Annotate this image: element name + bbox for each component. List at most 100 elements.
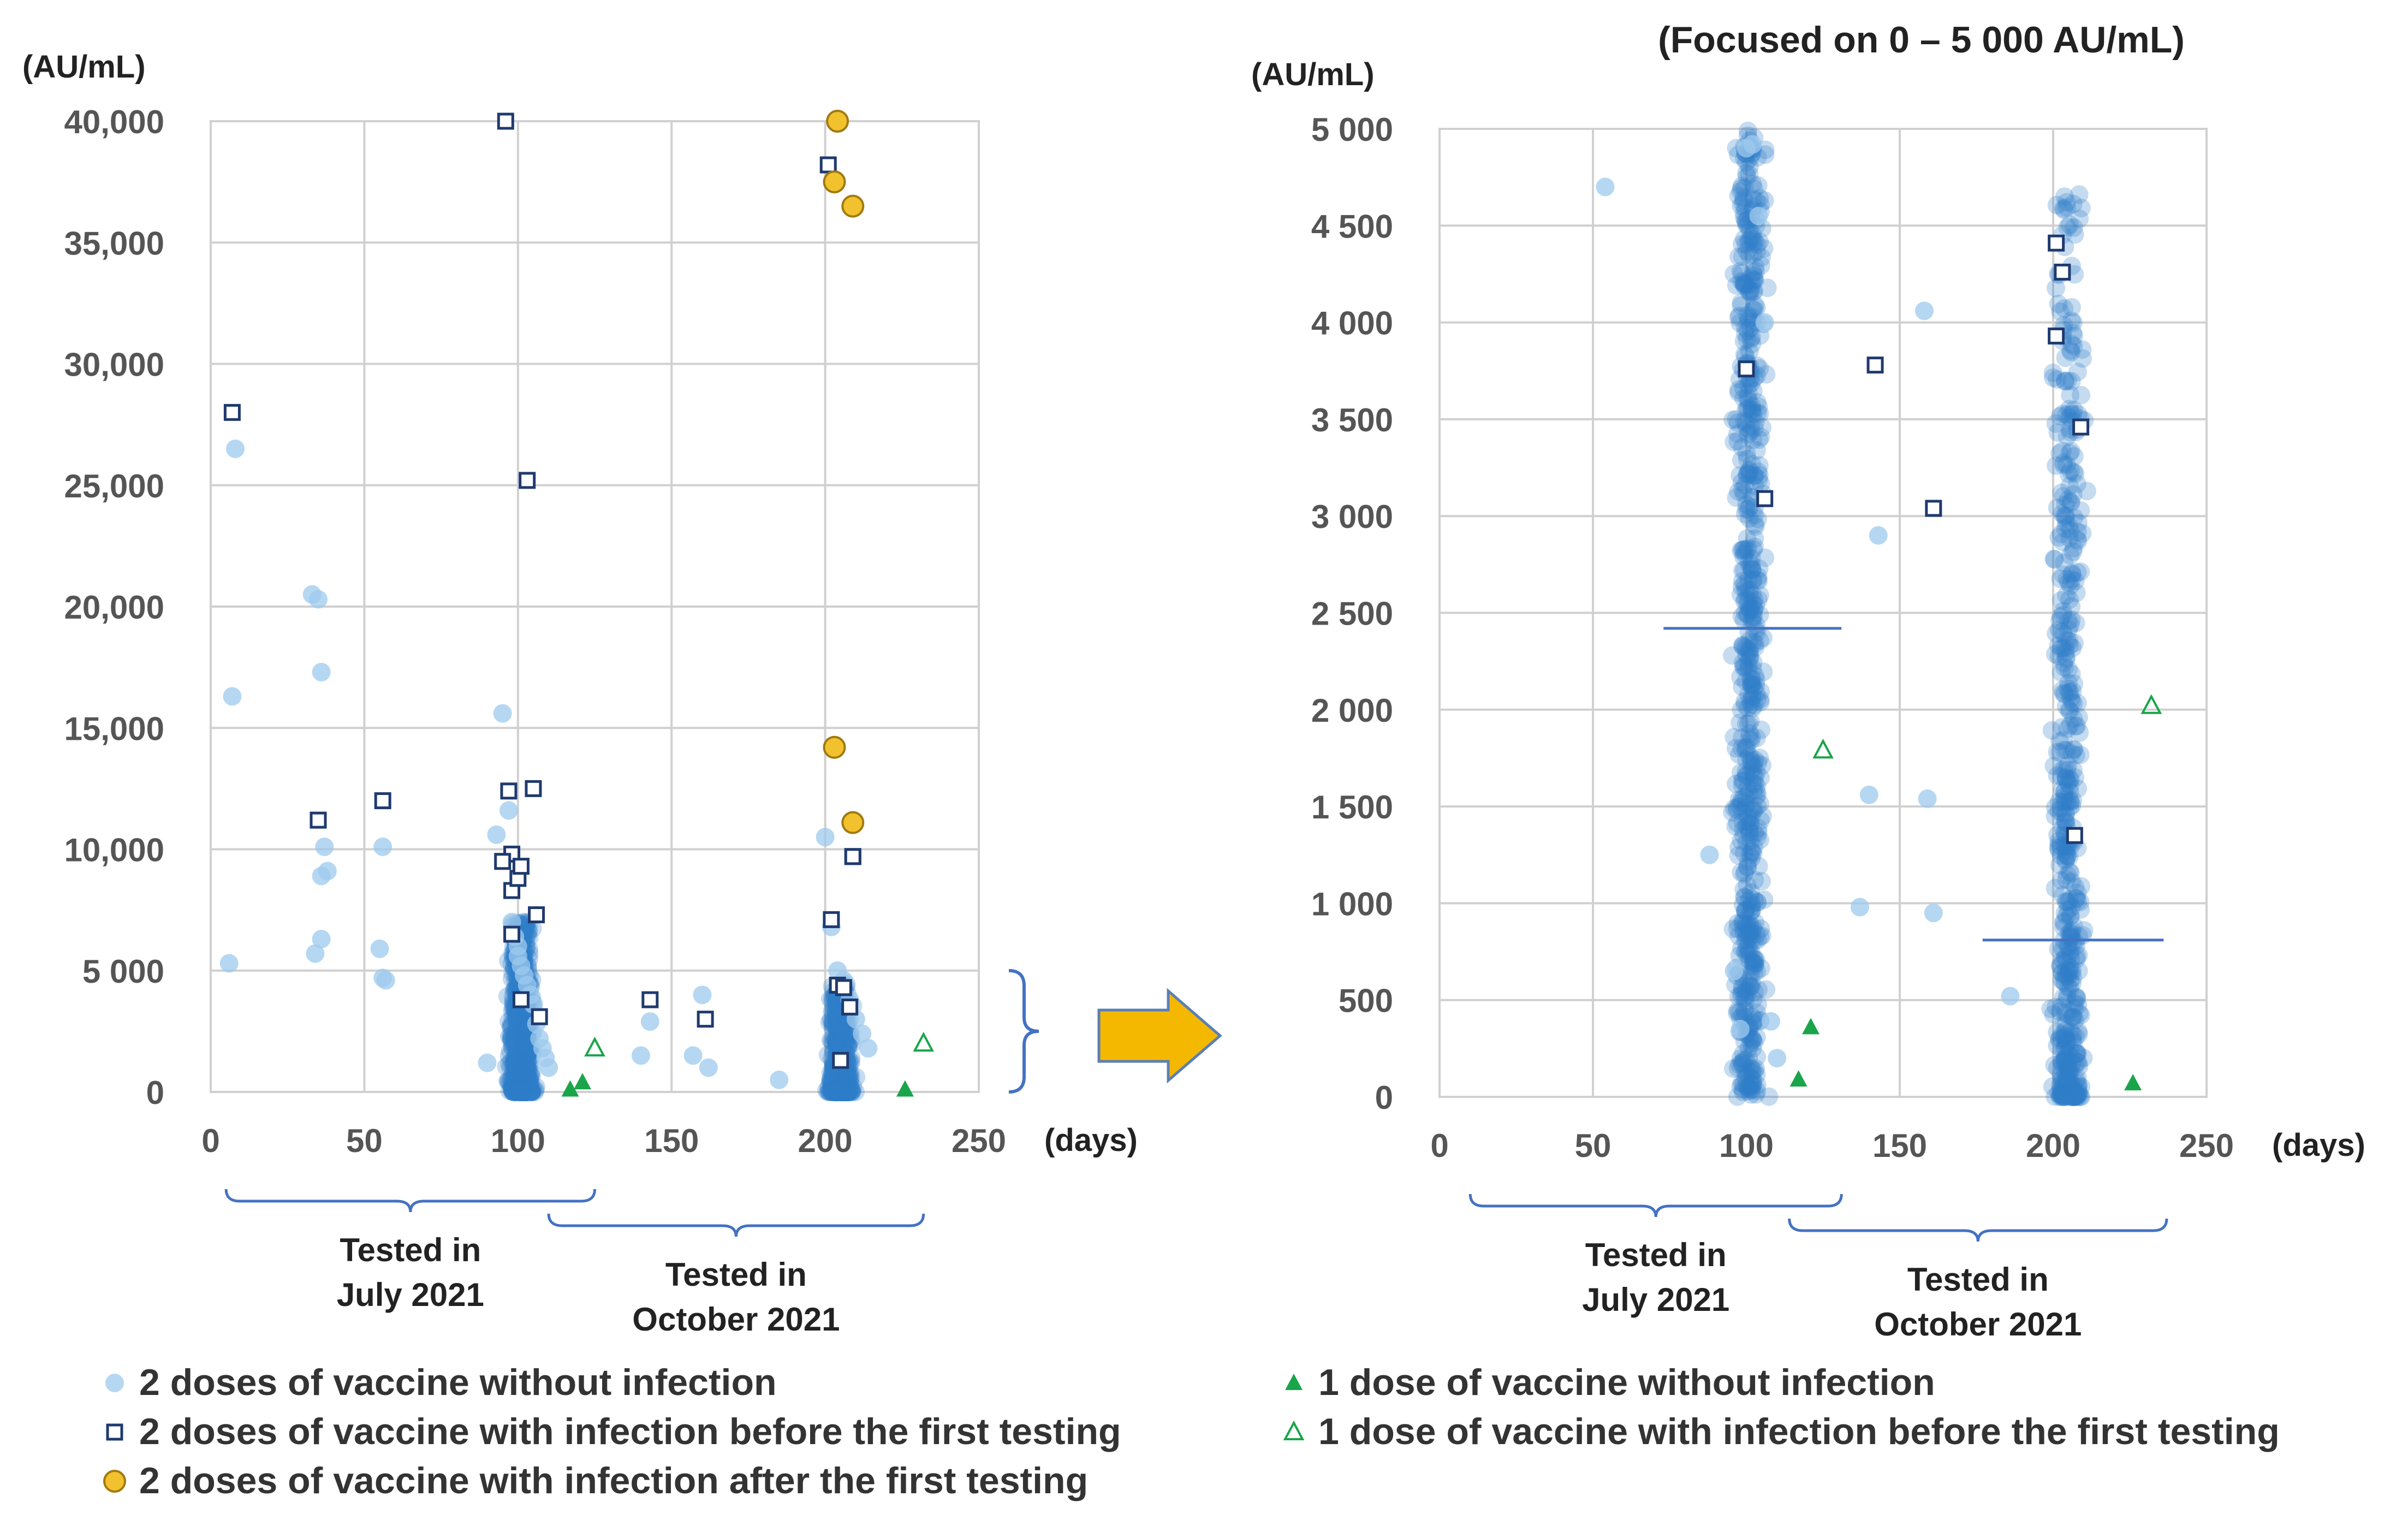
data-point [826,1031,845,1050]
data-point [1743,675,1762,694]
data-point [506,1082,525,1101]
data-point [833,1074,852,1093]
data-point [510,1026,529,1045]
data-point [827,1082,846,1101]
data-point [829,1082,848,1101]
data-point [838,1081,857,1100]
data-point [1859,785,1878,804]
data-point [512,1081,531,1100]
data-point [1734,801,1753,821]
data-point [823,1002,842,1021]
data-point [513,1082,532,1101]
data-point [512,1011,531,1030]
data-point [835,1082,854,1101]
data-point [1745,800,1764,819]
data-point [842,1081,861,1100]
data-point [829,1079,848,1098]
data-point [505,1082,524,1101]
data-point [512,1067,531,1086]
data-point [515,1079,534,1099]
data-point [1735,412,1754,431]
data-point [493,704,512,723]
data-point [521,1082,540,1101]
data-point [513,1045,532,1064]
data-point [835,1065,854,1084]
y-tick-label: 0 [146,1074,164,1111]
data-point [820,1082,839,1101]
data-point [1740,922,1759,941]
data-point [522,1063,541,1082]
data-point [830,1013,849,1032]
group-brace [1788,1218,2168,1242]
data-point [508,1066,527,1085]
data-point [829,1022,848,1041]
data-point [512,1050,531,1069]
data-point [833,1082,852,1101]
data-point [829,1082,848,1101]
data-point [503,1072,522,1091]
data-point [509,1074,528,1093]
data-point [1700,845,1719,864]
data-point [825,1079,844,1099]
data-point [1730,946,1749,965]
data-point [517,1082,536,1101]
data-point [517,1082,536,1101]
data-point [511,1049,530,1068]
data-point [1751,927,1770,946]
data-point [518,1071,537,1090]
data-point [511,1065,530,1084]
data-point [515,1069,534,1088]
data-point [836,1077,855,1096]
data-point [2049,647,2068,666]
data-point [501,1058,520,1077]
data-point [1918,789,1937,808]
data-point [2064,194,2083,213]
data-point [511,1060,530,1079]
data-point [512,1019,531,1038]
data-point [1745,232,1764,251]
data-point [836,1082,855,1101]
data-point [508,1025,527,1044]
data-point [833,1071,852,1090]
data-point [515,1040,534,1059]
data-point [821,1072,840,1091]
data-point [823,991,842,1011]
data-point [833,1071,852,1090]
data-point [514,1075,533,1094]
data-point [511,1027,530,1046]
data-point [828,1082,847,1101]
data-point [836,1067,855,1086]
data-point [508,1080,527,1100]
data-point [831,1082,850,1101]
data-point [2058,761,2077,780]
data-point [502,1029,521,1048]
data-point [1745,774,1764,793]
data-point [820,1082,839,1101]
data-point [516,1080,536,1099]
data-point [516,1082,535,1101]
data-point [513,1041,532,1060]
data-point [836,1034,855,1053]
data-point [828,1021,847,1040]
data-point [1757,365,1776,384]
data-point [507,1071,526,1090]
data-point [830,1035,849,1054]
data-point [508,1053,527,1072]
data-point [515,1034,534,1053]
data-point [510,1013,530,1032]
data-point [2065,674,2084,693]
data-point [505,1074,524,1094]
data-point [500,1027,519,1046]
data-point [834,1074,853,1094]
data-point [827,1031,846,1050]
data-point [513,1061,532,1080]
data-point [518,1068,537,1087]
data-point [827,1001,846,1020]
data-point [1869,526,1888,545]
data-point [526,1080,545,1099]
data-point [830,1036,849,1055]
data-point [835,1074,854,1094]
data-point [827,1031,846,1050]
data-point [506,1082,525,1101]
data-point [693,985,712,1005]
